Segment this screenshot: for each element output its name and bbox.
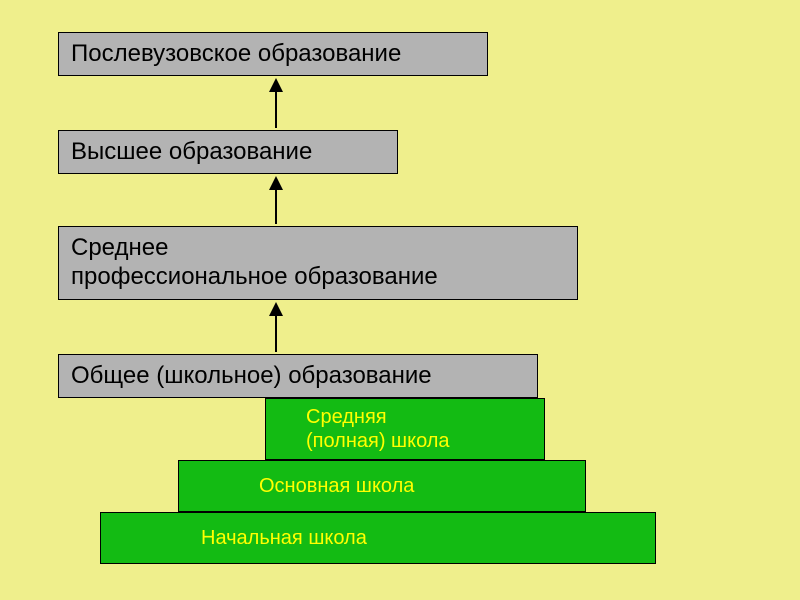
box-general-text: Общее (школьное) образование [71, 362, 432, 391]
box-upper-school-text: Средняя(полная) школа [306, 405, 450, 453]
box-primary-school-text: Начальная школа [201, 526, 367, 550]
box-higher: Высшее образование [58, 130, 398, 174]
arrow-3-line [275, 90, 277, 128]
box-secondary-prof: Среднеепрофессиональное образование [58, 226, 578, 300]
box-main-school: Основная школа [178, 460, 586, 512]
box-postgrad-text: Послевузовское образование [71, 40, 401, 69]
arrow-3 [269, 78, 283, 128]
box-postgrad: Послевузовское образование [58, 32, 488, 76]
box-upper-school: Средняя(полная) школа [265, 398, 545, 460]
box-general: Общее (школьное) образование [58, 354, 538, 398]
box-higher-text: Высшее образование [71, 138, 312, 167]
arrow-2 [269, 176, 283, 224]
box-secondary-prof-text: Среднеепрофессиональное образование [71, 234, 438, 292]
arrow-2-line [275, 188, 277, 224]
arrow-1 [269, 302, 283, 352]
box-main-school-text: Основная школа [259, 474, 414, 498]
box-primary-school: Начальная школа [100, 512, 656, 564]
arrow-1-line [275, 314, 277, 352]
